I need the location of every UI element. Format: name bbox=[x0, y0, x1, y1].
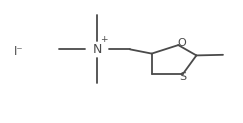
Text: I⁻: I⁻ bbox=[14, 45, 24, 58]
Text: +: + bbox=[100, 35, 108, 44]
Text: N: N bbox=[93, 43, 102, 56]
Text: O: O bbox=[178, 38, 186, 48]
Text: S: S bbox=[180, 72, 187, 82]
